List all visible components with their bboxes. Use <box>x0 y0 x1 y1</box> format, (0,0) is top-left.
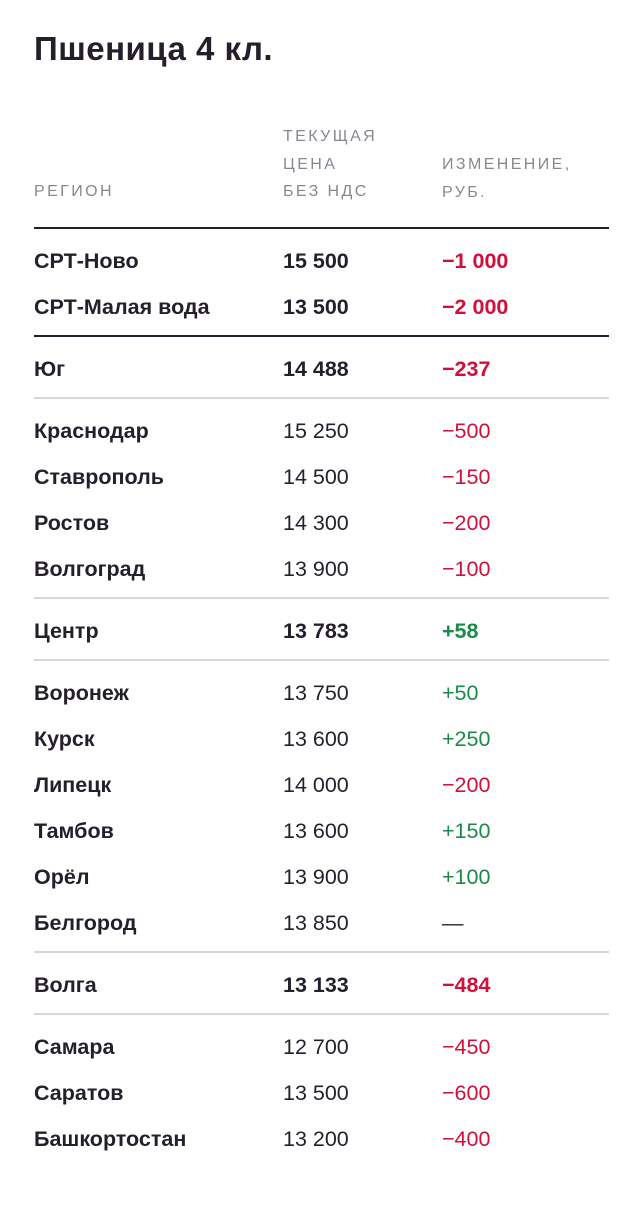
table-row-summary: СРТ-Ново 15 500 −1 000 <box>0 246 641 276</box>
region-name: Воронеж <box>34 681 129 705</box>
change-value: −600 <box>442 1081 491 1105</box>
price-value: 13 133 <box>283 973 349 997</box>
price-value: 13 600 <box>283 819 349 843</box>
column-header-change-line: ИЗМЕНЕНИЕ, <box>442 156 572 173</box>
change-value: −484 <box>442 973 491 997</box>
change-value: +100 <box>442 865 491 889</box>
price-value: 15 250 <box>283 419 349 443</box>
price-value: 15 500 <box>283 249 349 273</box>
section-divider <box>34 951 609 953</box>
table-row: Самара 12 700 −450 <box>0 1032 641 1062</box>
column-header-change: ИЗМЕНЕНИЕ, РУБ. <box>442 151 572 206</box>
table-row: Краснодар 15 250 −500 <box>0 416 641 446</box>
region-name: Липецк <box>34 773 112 797</box>
change-value: −450 <box>442 1035 491 1059</box>
table-row-summary: Волга 13 133 −484 <box>0 970 641 1000</box>
change-value: −200 <box>442 511 491 535</box>
region-name: Краснодар <box>34 419 149 443</box>
column-header-price-line: ЦЕНА <box>283 155 338 173</box>
change-value: −200 <box>442 773 491 797</box>
region-name: Самара <box>34 1035 115 1059</box>
price-value: 13 850 <box>283 911 349 935</box>
column-header-price-line: БЕЗ НДС <box>283 183 369 200</box>
price-value: 13 900 <box>283 557 349 581</box>
region-name: Орёл <box>34 865 90 889</box>
table-row: Башкортостан 13 200 −400 <box>0 1124 641 1154</box>
change-value: +250 <box>442 727 491 751</box>
table-row: Ростов 14 300 −200 <box>0 508 641 538</box>
section-divider <box>34 659 609 661</box>
table-row-summary: СРТ-Малая вода 13 500 −2 000 <box>0 292 641 322</box>
change-value: +150 <box>442 819 491 843</box>
region-name: Ставрополь <box>34 465 164 489</box>
table-row: Тамбов 13 600 +150 <box>0 816 641 846</box>
table-row: Волгоград 13 900 −100 <box>0 554 641 584</box>
price-value: 13 500 <box>283 1081 349 1105</box>
region-name: Ростов <box>34 511 110 535</box>
region-name: СРТ-Ново <box>34 249 139 273</box>
section-divider <box>34 1013 609 1015</box>
column-header-region-label: РЕГИОН <box>34 183 114 200</box>
column-header-price: ТЕКУЩАЯ ЦЕНА БЕЗ НДС <box>283 123 377 206</box>
region-name: Волгоград <box>34 557 146 581</box>
region-name: Юг <box>34 357 66 381</box>
price-value: 13 500 <box>283 295 349 319</box>
change-value: +50 <box>442 681 479 705</box>
table-row: Курск 13 600 +250 <box>0 724 641 754</box>
column-header-region: РЕГИОН <box>34 178 114 206</box>
region-name: Саратов <box>34 1081 124 1105</box>
change-value: +58 <box>442 619 479 643</box>
region-name: Башкортостан <box>34 1127 187 1151</box>
change-value: — <box>442 911 464 935</box>
table-row-summary: Юг 14 488 −237 <box>0 354 641 384</box>
price-value: 12 700 <box>283 1035 349 1059</box>
change-value: −500 <box>442 419 491 443</box>
change-value: −2 000 <box>442 295 509 319</box>
section-divider <box>34 335 609 337</box>
region-name: Волга <box>34 973 97 997</box>
column-header-price-line: ТЕКУЩАЯ <box>283 128 378 145</box>
change-value: −237 <box>442 357 491 381</box>
header-divider <box>34 227 609 229</box>
change-value: −100 <box>442 557 491 581</box>
region-name: Курск <box>34 727 95 751</box>
region-name: Тамбов <box>34 819 114 843</box>
price-value: 14 488 <box>283 357 349 381</box>
region-name: Белгород <box>34 911 137 935</box>
table-row: Липецк 14 000 −200 <box>0 770 641 800</box>
table-row: Саратов 13 500 −600 <box>0 1078 641 1108</box>
section-divider <box>34 397 609 399</box>
price-value: 14 300 <box>283 511 349 535</box>
table-row-summary: Центр 13 783 +58 <box>0 616 641 646</box>
price-value: 13 750 <box>283 681 349 705</box>
price-value: 14 500 <box>283 465 349 489</box>
table-row: Ставрополь 14 500 −150 <box>0 462 641 492</box>
column-header-change-line: РУБ. <box>442 183 488 201</box>
price-value: 13 900 <box>283 865 349 889</box>
change-value: −150 <box>442 465 491 489</box>
page-title: Пшеница 4 кл. <box>34 30 274 67</box>
table-row: Воронеж 13 750 +50 <box>0 678 641 708</box>
section-divider <box>34 597 609 599</box>
price-value: 13 600 <box>283 727 349 751</box>
price-value: 14 000 <box>283 773 349 797</box>
price-value: 13 783 <box>283 619 349 643</box>
change-value: −1 000 <box>442 249 509 273</box>
table-row: Орёл 13 900 +100 <box>0 862 641 892</box>
region-name: Центр <box>34 619 99 643</box>
change-value: −400 <box>442 1127 491 1151</box>
table-row: Белгород 13 850 — <box>0 908 641 938</box>
price-value: 13 200 <box>283 1127 349 1151</box>
region-name: СРТ-Малая вода <box>34 295 210 319</box>
